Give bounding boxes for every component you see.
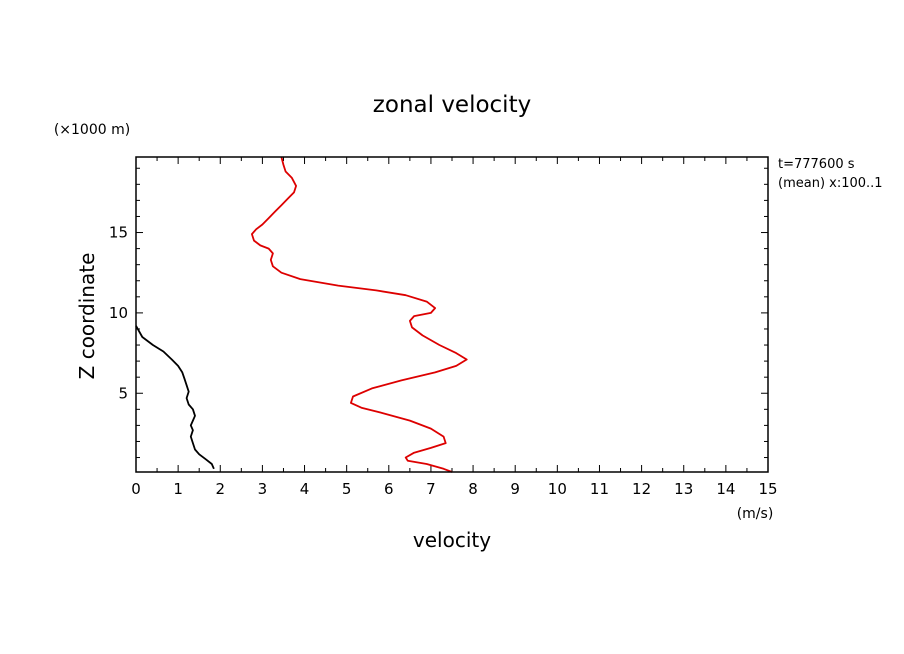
mean-range-info-label: (mean) x:100..1 [778,176,883,191]
x-tick-label: 3 [258,480,268,498]
x-tick-label: 9 [510,480,520,498]
x-tick-label: 8 [468,480,478,498]
axis-ticks [135,157,769,472]
x-tick-label: 4 [300,480,310,498]
y-tick-label: 10 [109,304,128,322]
y-tick-label: 15 [109,224,128,242]
x-tick-label: 10 [548,480,567,498]
y-unit-label: (×1000 m) [54,122,130,138]
x-tick-label: 13 [674,480,693,498]
x-tick-label: 12 [632,480,651,498]
x-tick-label: 0 [131,480,141,498]
series-line-2 [250,156,468,473]
x-tick-label: 2 [215,480,225,498]
time-info-label: t=777600 s [778,157,855,172]
series-layer [135,156,468,473]
x-tick-labels: 0 1 2 3 4 5 6 7 8 9 10 11 12 13 14 15 [131,480,777,498]
x-tick-label: 1 [173,480,183,498]
x-tick-label: 15 [758,480,777,498]
y-tick-labels: 5 10 15 [109,224,128,403]
x-tick-label: 5 [342,480,352,498]
series-line-1 [135,325,215,470]
x-tick-label: 14 [716,480,735,498]
chart-title: zonal velocity [373,92,531,118]
x-tick-label: 7 [426,480,436,498]
x-unit-label: (m/s) [737,506,774,522]
x-tick-label: 6 [384,480,394,498]
x-axis-label: velocity [413,528,491,552]
y-tick-label: 5 [118,384,128,402]
y-axis-label: Z coordinate [75,253,99,380]
plot-frame [135,156,769,473]
x-tick-label: 11 [590,480,609,498]
